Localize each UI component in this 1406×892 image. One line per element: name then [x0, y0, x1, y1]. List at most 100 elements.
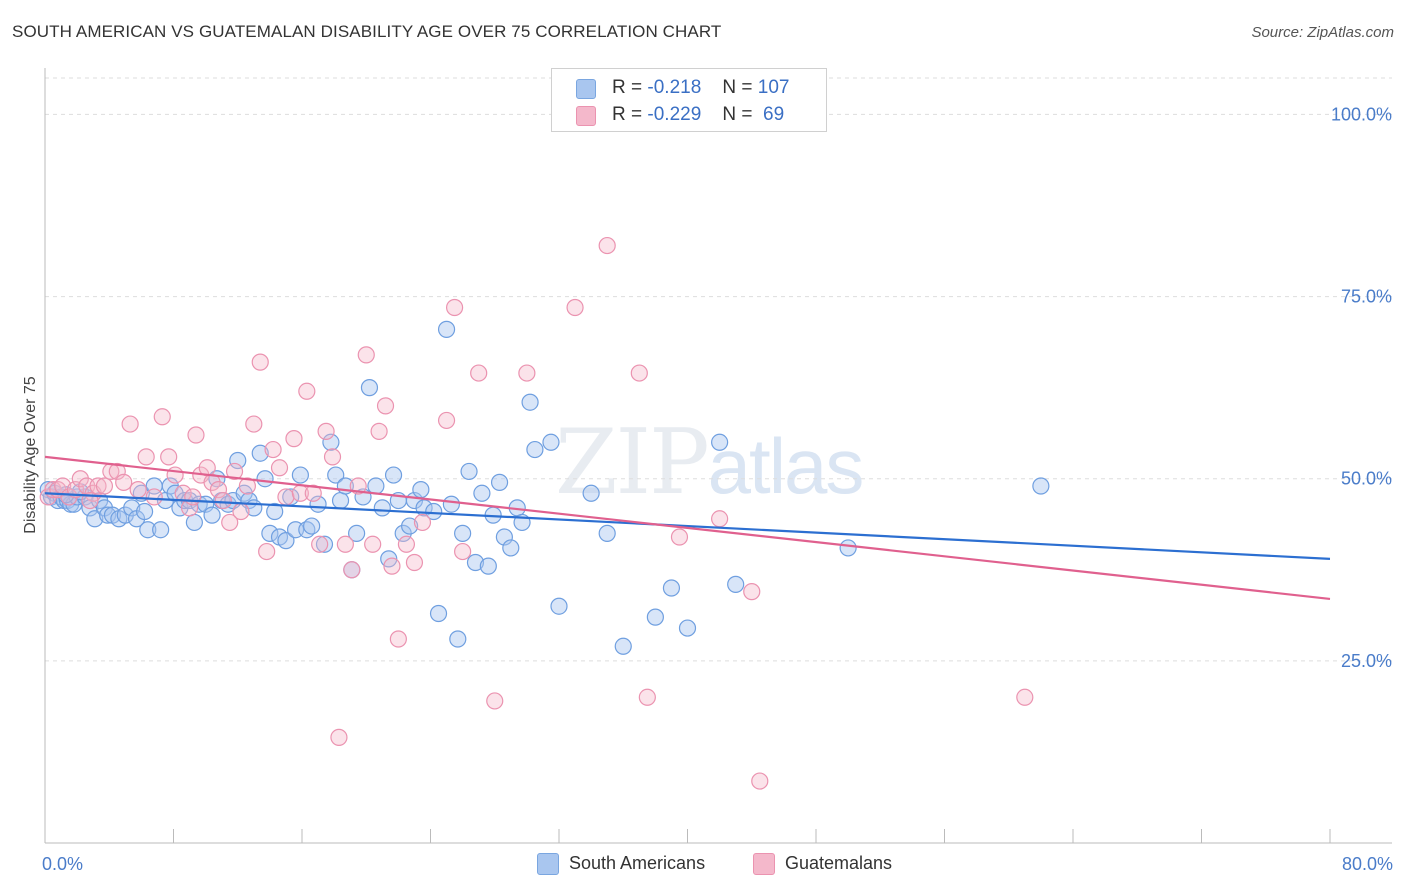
guatemalans-point: [277, 488, 295, 506]
south-americans-point: [303, 517, 321, 535]
south-americans-point: [256, 470, 274, 488]
guatemalans-point: [232, 502, 250, 521]
guatemalans-point: [470, 364, 488, 382]
south-americans-point: [502, 539, 520, 557]
guatemalans-point: [323, 448, 342, 466]
south-americans-point: [322, 433, 340, 451]
y-tick-label: 75.0%: [1341, 287, 1392, 307]
guatemalans-point: [370, 422, 388, 440]
south-americans-point: [401, 517, 419, 535]
guatemalans-point: [285, 430, 303, 448]
y-axis-label: Disability Age Over 75: [22, 376, 39, 534]
guatemalans-point: [153, 408, 171, 426]
guatemalans-point: [225, 462, 244, 481]
south-americans-point: [473, 484, 491, 502]
bottom-legend-label-guatemalans: Guatemalans: [785, 853, 893, 873]
south-americans-point: [521, 393, 539, 411]
guatemalans-point: [330, 728, 348, 746]
south-americans-point: [123, 499, 141, 517]
south-americans-point: [646, 608, 664, 626]
south-americans-point: [203, 506, 221, 524]
south-americans-point: [277, 532, 295, 550]
south-americans-point: [460, 462, 478, 481]
south-americans-point: [711, 433, 729, 451]
guatemalans-point: [95, 477, 114, 495]
trend-lines: [44, 455, 1331, 601]
guatemalans-point: [129, 481, 147, 499]
guatemalans-point: [251, 353, 269, 371]
guatemalans-point: [566, 298, 584, 317]
guatemalans-point: [89, 477, 107, 495]
south-americans-point: [598, 524, 616, 542]
guatemalans-point: [445, 298, 464, 317]
y-tick-label: 50.0%: [1341, 469, 1392, 489]
guatemalans-point: [454, 542, 472, 561]
guatemalans-point: [357, 346, 375, 364]
south-americans-point: [315, 535, 334, 553]
guatemalans-point: [598, 236, 616, 255]
guatemalans-point: [751, 772, 769, 790]
x-tick-labels: 0.0% 80.0%: [42, 854, 1393, 874]
legend-text-south-americans: R = -0.218 N = 107: [612, 77, 789, 99]
legend: R = -0.218 N = 107 R = -0.229 N = 69: [551, 68, 827, 132]
guatemalans-point: [343, 561, 361, 579]
south-americans-trend-line: [44, 492, 1331, 560]
guatemalans-trend-line: [44, 455, 1331, 601]
legend-text-guatemalans: R = -0.229 N = 69: [612, 104, 784, 126]
chart-source: Source: ZipAtlas.com: [1251, 24, 1394, 41]
y-tick-label: 25.0%: [1341, 651, 1392, 671]
south-americans-point: [327, 466, 345, 484]
south-americans-point: [367, 477, 385, 495]
y-tick-labels: 100.0% 75.0% 50.0% 25.0%: [1331, 104, 1392, 670]
bottom-legend-swatch-guatemalans: [753, 853, 775, 875]
guatemalans-point: [1016, 688, 1034, 706]
bottom-legend-label-south-americans: South Americans: [569, 853, 706, 873]
south-americans-point: [542, 433, 560, 451]
r-value: -0.218: [647, 77, 702, 98]
south-americans-point: [429, 604, 448, 623]
guatemalans-point: [187, 426, 205, 444]
south-americans-point: [152, 521, 170, 539]
guatemalans-point: [397, 535, 416, 553]
guatemalans-point: [486, 692, 504, 710]
south-americans-point: [251, 444, 269, 462]
south-americans-point: [582, 484, 600, 502]
south-americans-point: [266, 502, 284, 521]
n-value: 69: [757, 104, 785, 125]
south-americans-point: [331, 491, 350, 510]
south-americans-point: [479, 557, 497, 575]
south-americans-point: [662, 579, 681, 597]
south-americans-point: [1032, 477, 1050, 495]
guatemalans-point: [405, 553, 424, 572]
guatemalans-point: [670, 528, 689, 546]
x-tick-label-min: 0.0%: [42, 854, 83, 874]
south-americans-point: [185, 513, 203, 532]
south-americans-point: [261, 524, 279, 542]
south-americans-point: [526, 440, 544, 459]
guatemalans-point: [160, 448, 178, 466]
guatemalans-point: [184, 488, 202, 506]
south-americans-point: [449, 630, 467, 648]
south-americans-point: [727, 575, 745, 593]
guatemalans-point: [115, 473, 133, 491]
guatemalans-point: [238, 477, 256, 495]
south-americans-point: [495, 528, 513, 546]
south-americans-point: [348, 524, 366, 542]
x-tick-label-max: 80.0%: [1342, 854, 1393, 874]
south-americans-point: [454, 524, 472, 542]
south-americans-point: [466, 553, 485, 572]
south-americans-point: [442, 495, 460, 513]
guatemalans-point: [304, 484, 322, 502]
guatemalans-point: [336, 535, 354, 553]
south-americans-point: [550, 597, 568, 615]
legend-swatch-south-americans: [576, 79, 596, 99]
guatemalans-point: [166, 466, 184, 484]
south-americans-point: [678, 619, 697, 637]
n-value: 107: [757, 77, 790, 98]
guatemalans-point: [121, 415, 139, 433]
guatemalans-point: [137, 448, 155, 466]
south-americans-point: [490, 473, 509, 491]
guatemalans-point: [437, 411, 456, 430]
south-americans-point: [412, 481, 430, 499]
n-label: N =: [722, 77, 753, 98]
